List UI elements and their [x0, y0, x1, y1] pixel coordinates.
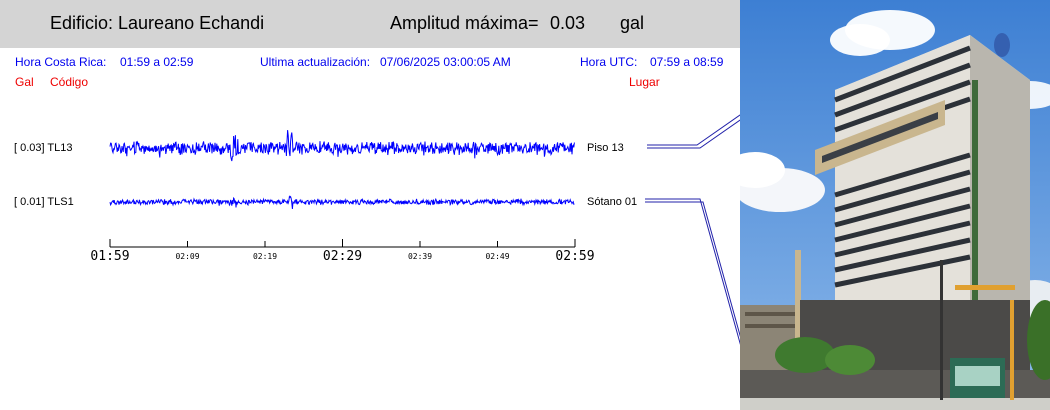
update-value: 07/06/2025 03:00:05 AM	[380, 55, 511, 69]
time-tick-label: 01:59	[90, 249, 130, 264]
cr-time-label: Hora Costa Rica:	[15, 55, 107, 69]
trace-tls1	[109, 195, 575, 210]
time-tick-label: 02:59	[555, 249, 595, 264]
trace-label-tl13: [ 0.03] TL13	[14, 142, 73, 154]
amplitude-label: Amplitud máxima=	[390, 13, 539, 33]
header-bar: Edificio: Laureano Echandi Amplitud máxi…	[0, 0, 740, 48]
location-connector	[645, 198, 740, 345]
time-tick-label: 02:29	[322, 249, 363, 264]
column-code: Código	[50, 75, 89, 89]
trace-tl13	[109, 130, 575, 162]
time-tick-label: 02:39	[407, 252, 433, 261]
trace-label-tls1: [ 0.01] TLS1	[14, 196, 74, 208]
cr-time-range: 01:59 a 02:59	[120, 55, 194, 69]
location-connector	[645, 201, 740, 338]
utc-range: 07:59 a 08:59	[650, 55, 724, 69]
place-label-tl13: Piso 13	[587, 142, 624, 154]
building-title: Edificio: Laureano Echandi	[50, 13, 265, 33]
amplitude-value: 0.03	[550, 13, 586, 33]
update-label: Ultima actualización:	[260, 55, 371, 69]
time-tick-label: 02:09	[175, 252, 200, 261]
time-tick-label: 02:49	[485, 252, 510, 261]
amplitude-unit: gal	[620, 13, 645, 33]
utc-label: Hora UTC:	[580, 55, 638, 69]
location-connector	[647, 114, 740, 146]
place-label-tls1: Sótano 01	[587, 196, 638, 208]
location-connector	[647, 119, 740, 149]
column-gal: Gal	[15, 75, 34, 89]
column-place: Lugar	[629, 75, 660, 89]
seismogram-chart	[109, 114, 740, 345]
time-tick-label: 02:19	[252, 252, 278, 261]
building-photo	[740, 0, 1050, 410]
